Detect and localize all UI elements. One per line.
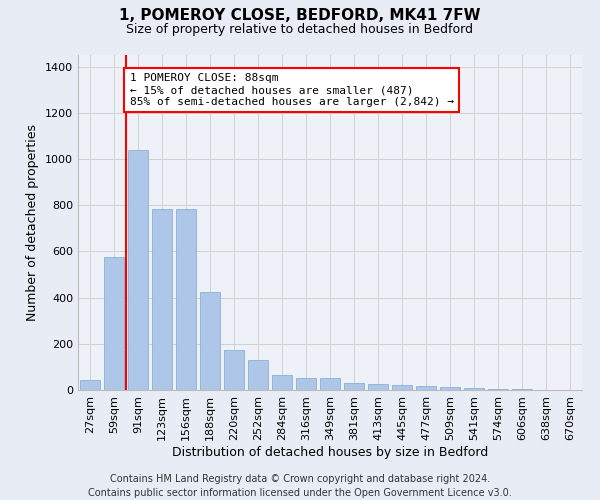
- Bar: [416, 386, 436, 390]
- Bar: [152, 208, 172, 390]
- Bar: [224, 350, 244, 390]
- Text: Contains HM Land Registry data © Crown copyright and database right 2024.
Contai: Contains HM Land Registry data © Crown c…: [88, 474, 512, 498]
- Bar: [320, 378, 340, 390]
- Bar: [368, 384, 388, 390]
- Bar: [296, 378, 316, 390]
- Bar: [248, 360, 268, 390]
- Bar: [440, 387, 460, 390]
- Text: Size of property relative to detached houses in Bedford: Size of property relative to detached ho…: [127, 22, 473, 36]
- Bar: [464, 388, 484, 390]
- Bar: [80, 380, 100, 390]
- Bar: [272, 375, 292, 390]
- Bar: [176, 208, 196, 390]
- Bar: [200, 292, 220, 390]
- Bar: [344, 383, 364, 390]
- Bar: [392, 385, 412, 390]
- Text: 1, POMEROY CLOSE, BEDFORD, MK41 7FW: 1, POMEROY CLOSE, BEDFORD, MK41 7FW: [119, 8, 481, 22]
- Text: 1 POMEROY CLOSE: 88sqm
← 15% of detached houses are smaller (487)
85% of semi-de: 1 POMEROY CLOSE: 88sqm ← 15% of detached…: [130, 74, 454, 106]
- Y-axis label: Number of detached properties: Number of detached properties: [26, 124, 40, 321]
- Bar: [104, 257, 124, 390]
- Bar: [488, 389, 508, 390]
- Bar: [128, 150, 148, 390]
- X-axis label: Distribution of detached houses by size in Bedford: Distribution of detached houses by size …: [172, 446, 488, 458]
